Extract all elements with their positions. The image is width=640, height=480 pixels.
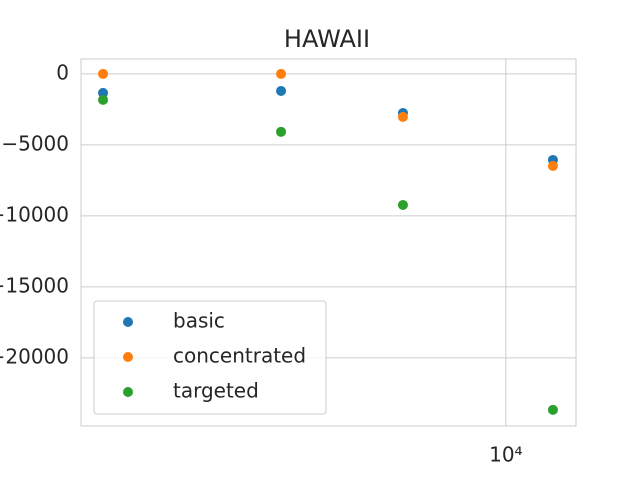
legend-label: concentrated bbox=[173, 344, 306, 368]
x-axis-label: Population bbox=[274, 477, 379, 480]
legend-marker bbox=[123, 352, 133, 362]
legend-label: targeted bbox=[173, 379, 259, 403]
y-tick-label: −20000 bbox=[0, 344, 69, 368]
legend-label: basic bbox=[173, 309, 225, 333]
y-tick-label: 0 bbox=[56, 60, 69, 84]
point bbox=[547, 160, 558, 171]
x-tick-label: 10⁴ bbox=[489, 443, 522, 467]
y-tick-label: −10000 bbox=[0, 202, 69, 226]
legend-marker bbox=[123, 387, 133, 397]
point bbox=[397, 111, 408, 122]
plot-frame bbox=[80, 58, 577, 427]
point bbox=[98, 94, 109, 105]
point bbox=[397, 199, 408, 210]
y-tick-label: −5000 bbox=[1, 131, 69, 155]
legend-box bbox=[93, 300, 327, 415]
point bbox=[276, 68, 287, 79]
y-tick-label: −15000 bbox=[0, 273, 69, 297]
point bbox=[276, 85, 287, 96]
point bbox=[276, 126, 287, 137]
point bbox=[98, 68, 109, 79]
legend-marker bbox=[123, 317, 133, 327]
point bbox=[547, 404, 558, 415]
chart-title: HAWAII bbox=[284, 25, 370, 53]
point bbox=[98, 87, 109, 98]
